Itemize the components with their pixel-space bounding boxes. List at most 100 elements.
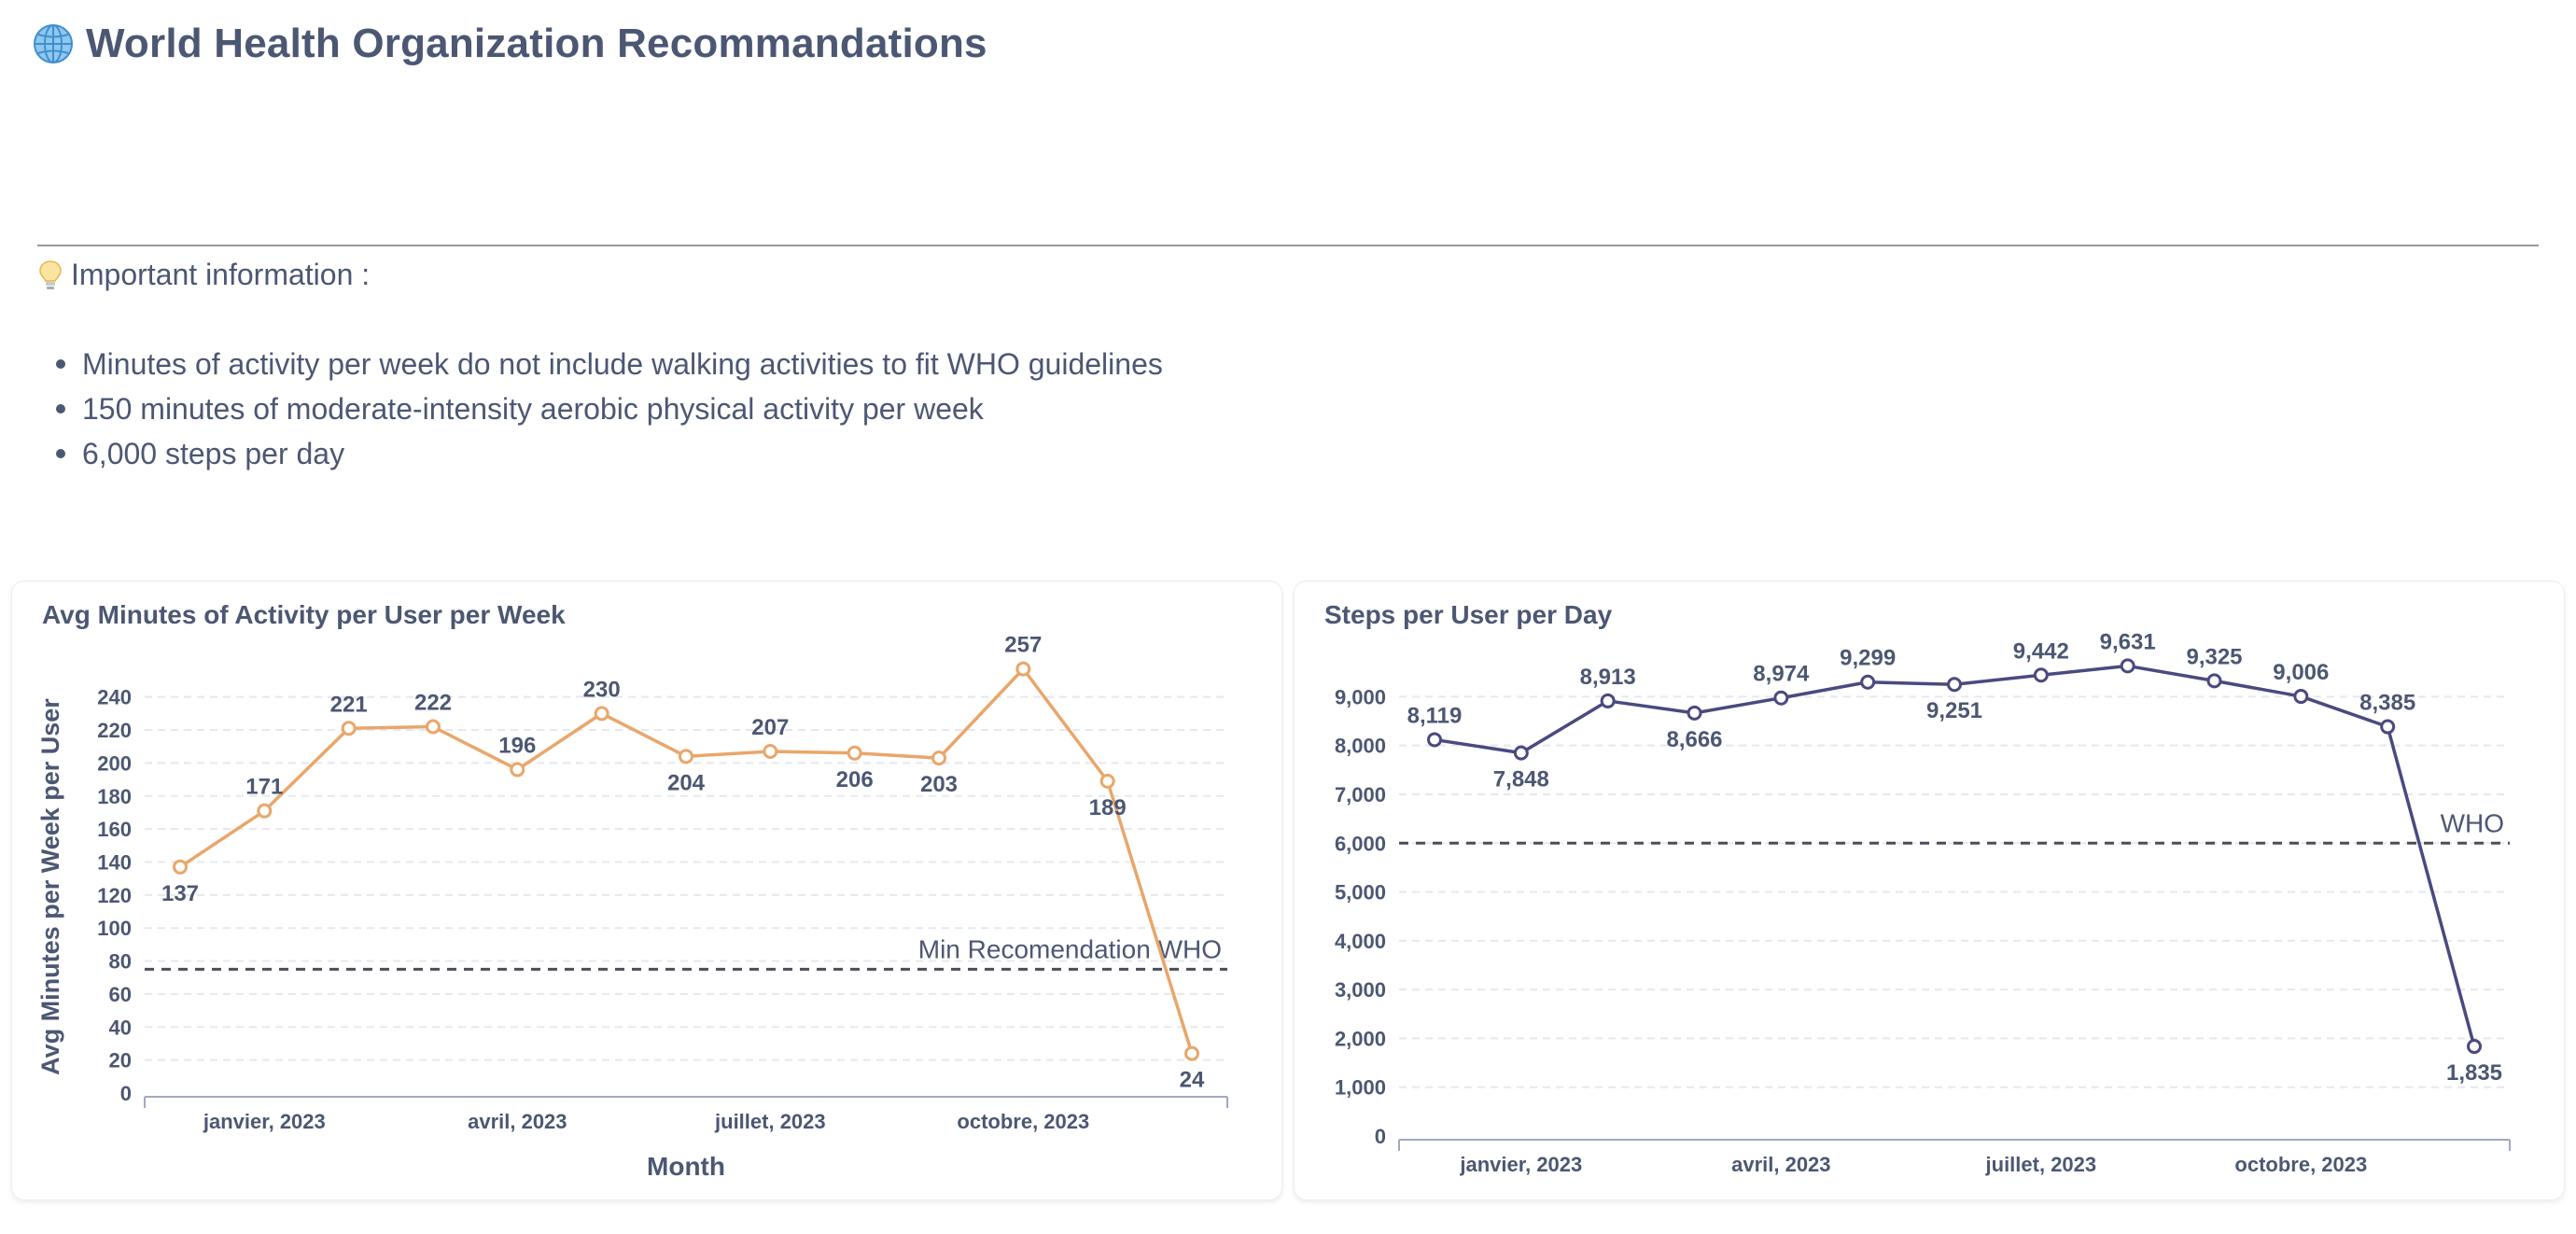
data-label: 9,251 <box>1926 698 1982 723</box>
data-point <box>1600 693 1616 708</box>
x-tick-label: janvier, 2023 <box>203 1110 326 1133</box>
card-title: Steps per User per Day <box>1324 600 1613 629</box>
y-tick-label: 200 <box>97 751 132 775</box>
data-point <box>1687 705 1702 721</box>
y-tick-label: 100 <box>97 917 132 940</box>
info-heading-text: Important information : <box>71 258 371 291</box>
page-header: World Health Organization Recommandation… <box>32 21 987 67</box>
y-tick-label: 9,000 <box>1335 685 1386 708</box>
minutes-line-chart: 0 20 40 60 80 100 120 140 160 180 200 220 240 janvier… <box>36 633 1228 1181</box>
data-point <box>2206 673 2222 689</box>
card-title: Avg Minutes of Activity per User per Wee… <box>42 600 566 629</box>
y-tick-label: 0 <box>120 1082 132 1105</box>
data-point <box>2033 667 2049 683</box>
data-point <box>173 859 188 875</box>
y-tick-label: 4,000 <box>1335 930 1386 953</box>
lightbulb-icon <box>39 259 62 289</box>
data-label: 222 <box>414 691 452 716</box>
y-tick-label: 20 <box>109 1049 132 1073</box>
data-label: 24 <box>1180 1068 1205 1093</box>
y-tick-label: 6,000 <box>1335 832 1386 855</box>
data-point <box>2293 689 2309 705</box>
data-label: 207 <box>751 715 789 740</box>
data-label: 9,325 <box>2186 644 2242 669</box>
page-title: World Health Organization Recommandation… <box>86 21 987 66</box>
x-axis-title: Month <box>647 1152 725 1181</box>
data-point <box>763 744 778 760</box>
data-label: 196 <box>498 733 536 758</box>
y-tick-label: 2,000 <box>1335 1027 1386 1050</box>
data-label: 204 <box>667 770 706 795</box>
y-tick-label: 180 <box>97 785 132 808</box>
data-point <box>1184 1045 1199 1061</box>
data-point <box>257 803 273 819</box>
y-tick-label: 80 <box>109 950 132 974</box>
y-tick-label: 120 <box>97 884 132 907</box>
data-point <box>931 750 946 766</box>
info-list: Minutes of activity per week do not incl… <box>52 342 1163 476</box>
reference-line-label: WHO <box>2441 808 2504 837</box>
horizontal-divider <box>37 245 2539 246</box>
globe-icon <box>34 24 73 63</box>
x-tick-label: avril, 2023 <box>468 1110 567 1133</box>
data-label: 8,666 <box>1666 727 1722 752</box>
data-point <box>1947 677 1962 693</box>
data-point <box>847 745 862 761</box>
data-label: 7,848 <box>1493 767 1549 792</box>
y-tick-label: 160 <box>97 818 132 841</box>
data-label: 8,119 <box>1407 703 1463 728</box>
data-label: 171 <box>245 775 283 800</box>
y-tick-label: 60 <box>109 983 132 1006</box>
minutes-chart-card[interactable]: Avg Minutes of Activity per User per Wee… <box>11 581 1282 1200</box>
data-point <box>1015 661 1031 677</box>
data-label: 189 <box>1089 795 1127 820</box>
data-label: 9,006 <box>2273 660 2329 685</box>
info-list-item: Minutes of activity per week do not incl… <box>52 342 1163 386</box>
info-list-item: 150 minutes of moderate-intensity aerobi… <box>52 386 1163 431</box>
y-tick-label: 0 <box>1375 1125 1386 1148</box>
steps-chart-card[interactable]: Steps per User per Day 0 1,000 2,000 3,000 4… <box>1294 581 2565 1200</box>
steps-line-chart: 0 1,000 2,000 3,000 4,000 5,000 6,000 7,000 8,00… <box>1335 629 2511 1176</box>
data-label: 8,913 <box>1580 665 1636 690</box>
x-tick-label: janvier, 2023 <box>1459 1153 1582 1176</box>
data-label: 9,299 <box>1840 646 1896 671</box>
data-point <box>1099 773 1115 789</box>
data-label: 221 <box>330 692 368 717</box>
y-tick-label: 240 <box>97 686 132 709</box>
data-point <box>2120 658 2135 674</box>
data-point <box>510 762 525 778</box>
x-tick-label: juillet, 2023 <box>1985 1153 2097 1176</box>
data-label: 206 <box>836 767 874 792</box>
data-label: 203 <box>920 772 958 797</box>
y-tick-label: 8,000 <box>1335 735 1386 758</box>
y-tick-label: 3,000 <box>1335 978 1386 1002</box>
data-point <box>2380 719 2396 735</box>
data-label: 1,835 <box>2446 1060 2502 1086</box>
data-point <box>1773 690 1789 706</box>
y-tick-label: 140 <box>97 850 132 874</box>
data-label: 257 <box>1004 633 1042 658</box>
data-point <box>594 706 609 722</box>
data-label: 8,385 <box>2359 691 2415 716</box>
y-tick-label: 1,000 <box>1335 1076 1386 1100</box>
data-point <box>1513 745 1529 761</box>
data-point <box>1860 674 1876 690</box>
data-label: 137 <box>161 881 199 906</box>
reference-line-label: Min Recomendation WHO <box>918 934 1222 963</box>
y-tick-label: 40 <box>109 1016 132 1039</box>
data-point <box>426 719 441 735</box>
data-label: 9,442 <box>2013 638 2069 664</box>
data-label: 9,631 <box>2100 629 2156 654</box>
y-axis-title: Avg Minutes per Week per User <box>36 698 64 1075</box>
y-tick-label: 5,000 <box>1335 881 1386 904</box>
x-tick-label: octobre, 2023 <box>957 1110 1089 1133</box>
y-tick-label: 7,000 <box>1335 783 1386 806</box>
data-label: 230 <box>583 677 621 702</box>
data-point <box>1427 732 1442 748</box>
x-tick-label: avril, 2023 <box>1731 1153 1830 1176</box>
info-list-item: 6,000 steps per day <box>52 431 1163 476</box>
info-heading: Important information : <box>37 258 370 292</box>
data-point <box>341 721 357 736</box>
data-point <box>2467 1039 2482 1055</box>
